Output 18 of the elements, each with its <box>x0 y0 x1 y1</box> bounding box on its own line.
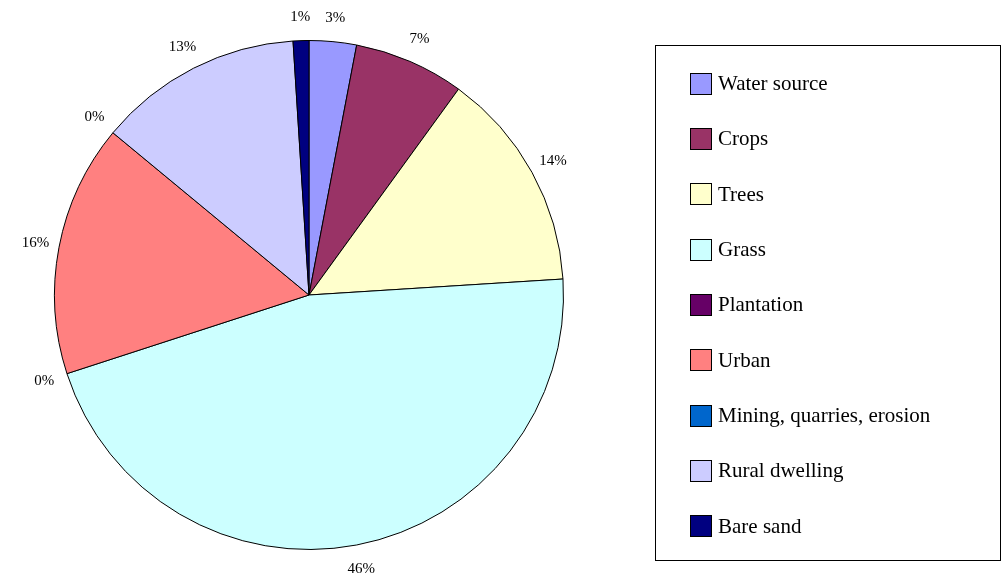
legend-label: Mining, quarries, erosion <box>718 403 931 429</box>
legend-label: Bare sand <box>718 513 802 539</box>
text: 0% <box>84 108 105 125</box>
legend-label: Grass <box>718 237 766 263</box>
data-label: 3% <box>325 8 346 25</box>
text: 0% <box>34 372 55 388</box>
data-label: 7% <box>409 30 430 47</box>
legend-label: Water source <box>718 71 828 97</box>
data-label: 16% <box>21 233 50 250</box>
legend-label: Crops <box>718 126 769 152</box>
legend-label: Urban <box>718 347 771 373</box>
data-label: 46% <box>347 559 375 576</box>
legend-label: Trees <box>718 181 764 207</box>
data-label: 13% <box>168 37 197 54</box>
legend-label: Rural dwelling <box>718 458 844 484</box>
data-label: 14% <box>539 151 567 168</box>
data-label: 1% <box>290 7 311 24</box>
legend-label: Plantation <box>718 292 804 318</box>
